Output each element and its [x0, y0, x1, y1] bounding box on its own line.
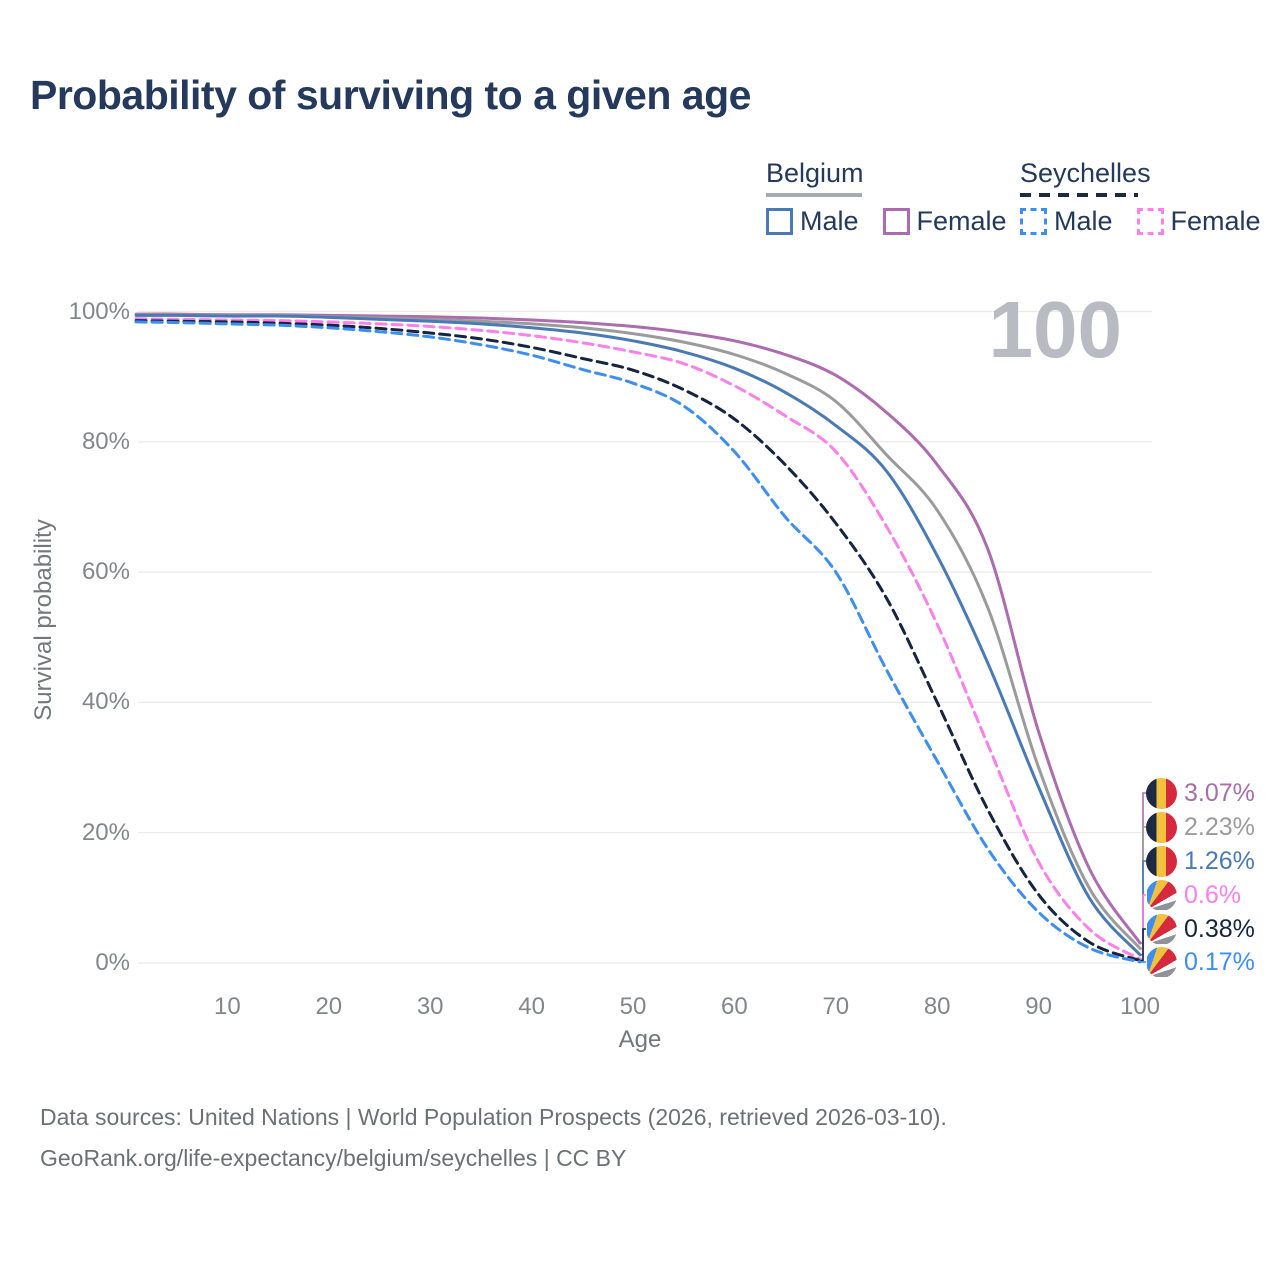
- y-tick-label: 40%: [81, 688, 130, 716]
- legend-label: Male: [800, 206, 859, 236]
- series-line-belgium-male: [134, 313, 1142, 957]
- x-tick-label: 10: [214, 993, 241, 1020]
- end-label-seychelles-female: 0.6%: [1146, 879, 1241, 911]
- legend-label: Female: [916, 206, 1007, 236]
- end-value: 0.17%: [1184, 947, 1255, 976]
- end-label-seychelles-male: 0.17%: [1146, 946, 1255, 978]
- x-tick-label: 90: [1025, 993, 1052, 1020]
- x-tick-label: 70: [822, 993, 850, 1020]
- data-sources-note: Data sources: United Nations | World Pop…: [40, 1104, 947, 1130]
- legend-group-seychelles: Seychelles Male Female: [1020, 158, 1261, 237]
- legend-label: Male: [1054, 206, 1113, 236]
- legend-item-seychelles-male[interactable]: Male: [1020, 206, 1113, 237]
- end-label-belgium-both: 2.23%: [1146, 811, 1255, 843]
- y-tick-label: 100%: [68, 297, 130, 325]
- belgium-flag-icon: [1146, 777, 1177, 809]
- legend-item-seychelles-female[interactable]: Female: [1136, 206, 1261, 237]
- end-value: 3.07%: [1184, 778, 1255, 807]
- x-tick-label: 20: [315, 993, 343, 1020]
- seychelles-flag-icon: [1146, 879, 1177, 911]
- belgium-female-swatch-icon: [882, 208, 910, 235]
- legend-title-belgium: Belgium: [766, 158, 864, 188]
- seychelles-flag-icon: [1146, 913, 1177, 945]
- x-tick-label: 50: [619, 993, 647, 1020]
- legend-title-seychelles: Seychelles: [1020, 158, 1151, 188]
- x-tick-label: 60: [721, 993, 748, 1020]
- belgium-flag-icon: [1146, 845, 1177, 877]
- series-line-seychelles-male: [134, 320, 1142, 964]
- belgium-flag-icon: [1146, 811, 1177, 843]
- source-url-note: GeoRank.org/life-expectancy/belgium/seyc…: [40, 1145, 627, 1171]
- end-label-belgium-male: 1.26%: [1146, 845, 1255, 877]
- page-title: Probability of surviving to a given age: [30, 72, 751, 118]
- legend-label: Female: [1170, 206, 1261, 236]
- seychelles-female-swatch-icon: [1136, 208, 1164, 235]
- age-counter-watermark: 100: [988, 285, 1122, 374]
- end-value: 2.23%: [1184, 812, 1255, 841]
- end-value: 1.26%: [1184, 846, 1255, 875]
- x-tick-label: 30: [416, 993, 444, 1020]
- belgium-male-swatch-icon: [766, 208, 793, 235]
- belgium-solid-line-icon: [766, 193, 862, 197]
- series-line-seychelles-female: [134, 317, 1142, 961]
- legend-item-belgium-male[interactable]: Male: [766, 206, 859, 237]
- end-value: 0.6%: [1184, 880, 1241, 909]
- y-tick-label: 0%: [95, 949, 130, 976]
- legend-item-belgium-female[interactable]: Female: [882, 206, 1007, 237]
- seychelles-male-swatch-icon: [1020, 208, 1047, 235]
- end-label-belgium-female: 3.07%: [1146, 777, 1255, 809]
- y-tick-label: 20%: [81, 818, 130, 846]
- x-tick-label: 80: [923, 993, 951, 1020]
- y-tick-label: 60%: [81, 558, 130, 586]
- legend-group-belgium: Belgium Male Female: [766, 158, 1007, 237]
- end-label-seychelles-both: 0.38%: [1146, 913, 1255, 945]
- end-value: 0.38%: [1184, 914, 1255, 943]
- x-tick-label: 100: [1119, 993, 1161, 1020]
- seychelles-dashed-line-icon: [1020, 193, 1138, 197]
- seychelles-flag-icon: [1146, 946, 1177, 978]
- series-line-belgium-female: [134, 312, 1142, 945]
- x-tick-label: 40: [518, 993, 545, 1020]
- series-line-seychelles-both: [134, 319, 1142, 963]
- y-tick-label: 80%: [81, 427, 130, 455]
- x-axis-title: Age: [618, 1026, 662, 1053]
